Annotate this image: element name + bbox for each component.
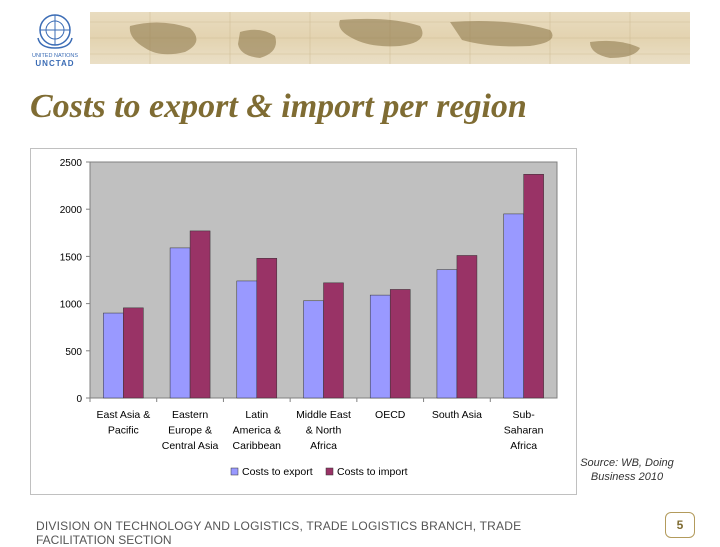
y-tick-label: 2500: [60, 158, 83, 169]
bar: [189, 230, 211, 399]
bar: [256, 258, 278, 399]
y-tick-label: 2000: [60, 205, 83, 216]
bar: [323, 282, 344, 399]
bar-chart: 0 500 1000 1500 2000 2500 East Asia & Pacific Ea…: [60, 158, 558, 481]
bar: [456, 255, 478, 399]
x-tick-label: Middle East: [296, 409, 351, 421]
footer-line-2: FACILITATION SECTION: [36, 533, 172, 547]
page-title: Costs to export & import per region: [30, 88, 527, 125]
y-tick-label: 1500: [60, 252, 83, 263]
legend-box: [225, 463, 415, 481]
chart-frame: 0 500 1000 1500 2000 2500 East Asia & Pacific Ea…: [30, 148, 577, 495]
x-tick-label: East Asia &: [97, 409, 151, 421]
x-tick-label: South Asia: [432, 409, 482, 421]
bar: [303, 300, 324, 399]
bar: [103, 312, 124, 399]
un-emblem-icon: UNITED NATIONS UNCTAD: [32, 14, 78, 68]
world-map-band: [90, 12, 690, 64]
legend-label: Costs to import: [337, 466, 408, 478]
logo-text-top: UNITED NATIONS: [32, 53, 78, 59]
legend-swatch: [325, 467, 334, 476]
bar: [503, 213, 524, 399]
bar: [436, 269, 458, 399]
map-decoration-icon: [90, 12, 690, 64]
x-tick-label: Pacific: [108, 425, 139, 437]
bar: [369, 294, 391, 399]
x-tick-label: Central Asia: [162, 440, 219, 452]
x-tick-label: Africa: [310, 440, 337, 452]
bar: [236, 280, 258, 399]
bar: [523, 174, 544, 399]
x-tick-label: Sub-: [513, 409, 536, 421]
header-banner: UNITED NATIONS UNCTAD: [0, 0, 720, 72]
bar: [389, 289, 411, 399]
footer-line-1: DIVISION ON TECHNOLOGY AND LOGISTICS, TR…: [36, 519, 522, 533]
x-tick-label: Eastern: [172, 409, 208, 421]
x-tick-label: Caribbean: [233, 440, 282, 452]
page-number: 5: [665, 512, 695, 538]
source-note: Source: WB, Doing Business 2010: [580, 457, 674, 483]
bar: [169, 247, 191, 399]
bar: [123, 307, 144, 399]
y-tick-label: 500: [65, 347, 82, 358]
x-tick-label: Europe &: [168, 425, 212, 437]
y-tick-label: 1000: [60, 300, 83, 311]
y-tick-label: 0: [76, 394, 82, 405]
x-tick-label: Saharan: [504, 425, 544, 437]
un-logo: UNITED NATIONS UNCTAD: [26, 8, 84, 68]
logo-text-bottom: UNCTAD: [35, 59, 74, 68]
legend-swatch: [230, 467, 239, 476]
x-tick-label: Latin: [245, 409, 268, 421]
x-tick-label: & North: [306, 425, 342, 437]
x-tick-label: America &: [233, 425, 281, 437]
x-tick-label: Africa: [510, 440, 537, 452]
legend-label: Costs to export: [242, 466, 313, 478]
x-tick-label: OECD: [375, 409, 406, 421]
